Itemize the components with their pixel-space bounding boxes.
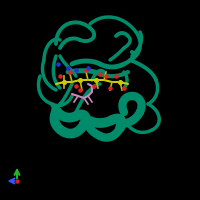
Point [62, 80, 66, 84]
Point [104, 74, 108, 78]
Point [94, 78, 98, 82]
Point [114, 74, 118, 78]
Point [74, 68, 78, 72]
Point [56, 62, 60, 66]
Point [74, 84, 78, 88]
Point [86, 66, 90, 70]
Point [108, 86, 112, 90]
Point [118, 80, 122, 84]
Point [58, 74, 62, 78]
Point [78, 88, 82, 92]
Point [66, 66, 70, 70]
Point [122, 86, 126, 90]
Point [84, 68, 88, 72]
Point [68, 70, 72, 74]
Point [98, 72, 102, 76]
Point [78, 78, 82, 82]
Point [92, 84, 96, 88]
